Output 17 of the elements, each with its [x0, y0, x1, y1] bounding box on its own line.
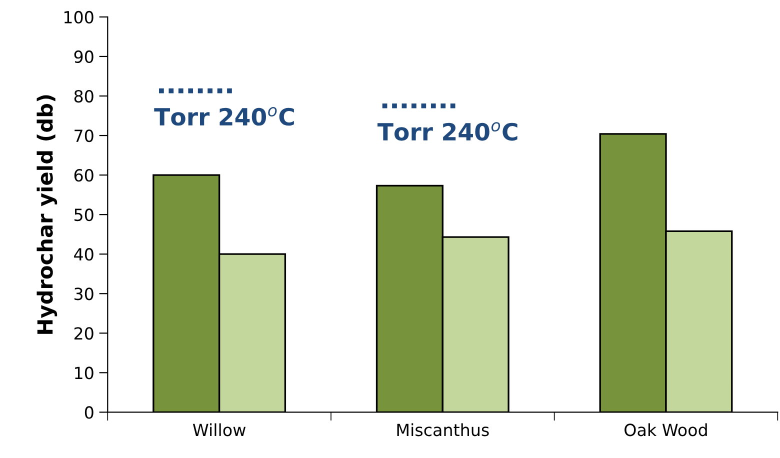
y-tick-label: 90	[74, 50, 94, 64]
y-axis-title: Hydrochar yield (db)	[36, 95, 58, 334]
y-tick-label: 50	[74, 208, 94, 222]
ref-line-label: Torr 240$^{o}$C	[154, 107, 294, 126]
y-tick-label: 20	[74, 327, 94, 340]
y-tick-label: 40	[74, 248, 94, 261]
y-tick-label: 10	[75, 366, 94, 380]
x-tick-label: Willow	[192, 423, 246, 436]
y-tick-label: 60	[74, 169, 94, 182]
x-tick-label: Miscanthus	[397, 423, 489, 436]
y-tick-label: 70	[74, 129, 94, 142]
y-tick-label: 100	[64, 10, 94, 24]
x-tick-label: Oak Wood	[624, 423, 707, 436]
y-tick-label: 30	[74, 288, 94, 300]
y-tick-label: 80	[74, 90, 94, 103]
ref-line-label: Torr 240$^{o}$C	[377, 122, 518, 141]
y-tick-label: 0	[84, 406, 94, 419]
